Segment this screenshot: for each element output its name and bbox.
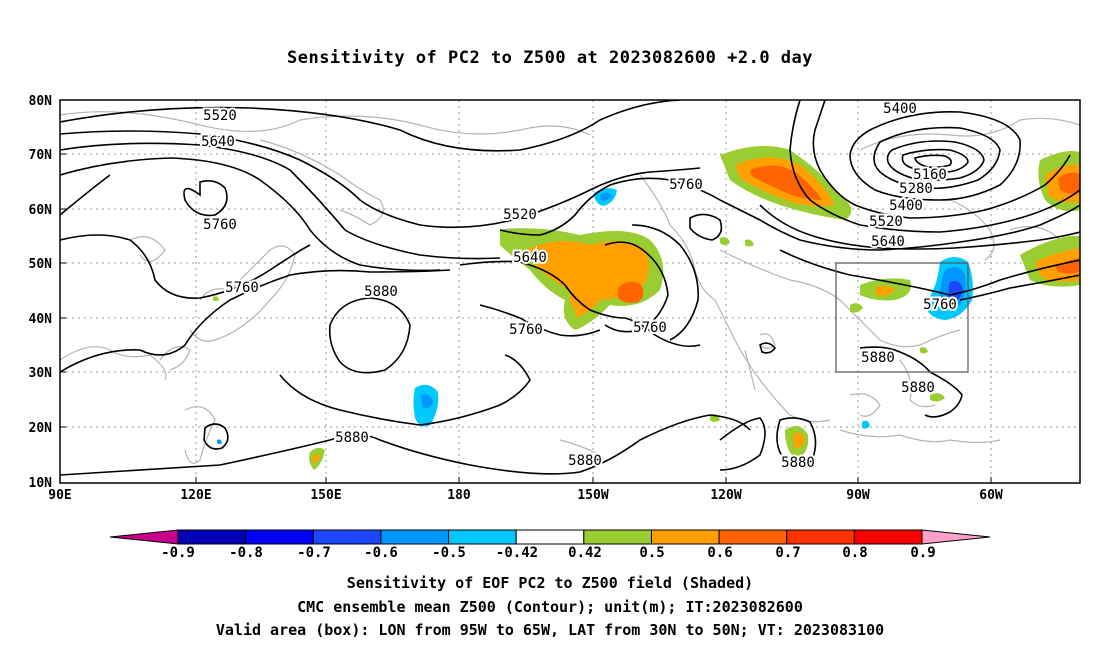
colorbar-segment	[583, 529, 652, 545]
colorbar-over-triangle	[921, 529, 991, 545]
lon-label: 90W	[846, 488, 870, 503]
contour-label: 5880	[364, 284, 398, 300]
contour-label: 5760	[633, 320, 667, 336]
colorbar-label: -0.7	[297, 545, 331, 561]
colorbar-under-triangle	[109, 529, 179, 545]
colorbar-labels: -0.9 -0.8 -0.7 -0.6 -0.5 -0.42 0.42 0.5 …	[161, 545, 936, 561]
colorbar-segment	[718, 529, 788, 545]
contour-label: 5520	[869, 214, 903, 230]
colorbar-label: -0.5	[432, 545, 466, 561]
colorbar-label: -0.9	[161, 545, 195, 561]
colorbar-label: -0.42	[496, 545, 538, 561]
z500-contours	[60, 100, 1080, 476]
lat-label: 40N	[29, 312, 53, 327]
lat-label: 70N	[29, 148, 53, 163]
map-frame	[59, 99, 1081, 484]
contour-label: 5160	[913, 167, 947, 183]
lon-label: 90E	[48, 488, 71, 503]
lat-label: 60N	[29, 203, 53, 218]
colorbar-segment	[515, 529, 585, 545]
contour-label: 5520	[503, 207, 537, 223]
caption-valid-area: Valid area (box): LON from 95W to 65W, L…	[215, 621, 885, 639]
lon-label: 180	[447, 488, 471, 503]
contour-label: 5640	[201, 134, 235, 150]
lon-label: 150E	[310, 488, 341, 503]
contour-label: 5880	[861, 350, 895, 366]
colorbar-segment	[650, 529, 720, 545]
contour-labels: 5400 5520 5640 5760 5760 5160 5280 5400 …	[199, 100, 959, 473]
colorbar-label: -0.6	[364, 545, 398, 561]
colorbar-label: 0.42	[568, 545, 602, 561]
contour-label: 5520	[203, 108, 237, 124]
contour-label: 5280	[899, 181, 933, 197]
colorbar-segment	[245, 529, 314, 545]
lat-label: 80N	[29, 94, 53, 109]
valid-area-box	[835, 262, 969, 373]
contour-label: 5760	[225, 280, 259, 296]
colorbar-segment	[177, 529, 247, 545]
colorbar-segment	[853, 529, 923, 545]
contour-label: 5640	[871, 234, 905, 250]
contour-label: 5400	[883, 101, 917, 117]
contour-label: 5760	[509, 322, 543, 338]
colorbar-label: 0.7	[775, 545, 800, 561]
contour-label: 5880	[781, 455, 815, 471]
lon-label: 120E	[180, 488, 211, 503]
colorbar-label: 0.8	[842, 545, 867, 561]
colorbar-segment	[786, 529, 855, 545]
shading-negative	[217, 188, 973, 444]
colorbar-segment	[448, 529, 517, 545]
lat-label: 10N	[29, 476, 53, 491]
coastlines	[60, 111, 1080, 464]
contour-label: 5400	[889, 198, 923, 214]
colorbar-label: 0.6	[707, 545, 732, 561]
lat-label: 50N	[29, 257, 53, 272]
colorbar-label: 0.9	[910, 545, 935, 561]
colorbar-segment	[312, 529, 382, 545]
colorbar	[109, 529, 991, 545]
colorbar-segment	[380, 529, 450, 545]
contour-label: 5880	[901, 380, 935, 396]
caption-shaded: Sensitivity of EOF PC2 to Z500 field (Sh…	[346, 574, 754, 592]
lat-label: 30N	[29, 366, 53, 381]
colorbar-label: 0.5	[639, 545, 664, 561]
lon-label: 60W	[979, 488, 1003, 503]
lon-labels: 90E 120E 150E 180 150W 120W 90W 60W	[48, 488, 1003, 503]
contour-label: 5880	[335, 430, 369, 446]
caption-contour: CMC ensemble mean Z500 (Contour); unit(m…	[297, 598, 803, 616]
plot-title: Sensitivity of PC2 to Z500 at 2023082600…	[286, 48, 813, 68]
contour-label: 5760	[923, 297, 957, 313]
contour-label: 5640	[513, 250, 547, 266]
lat-labels: 80N 70N 60N 50N 40N 30N 20N 10N	[29, 94, 53, 491]
colorbar-label: -0.8	[229, 545, 263, 561]
contour-label: 5760	[669, 177, 703, 193]
tick-marks	[60, 99, 992, 484]
lon-label: 150W	[577, 488, 608, 503]
lon-label: 120W	[710, 488, 741, 503]
contour-label: 5880	[568, 453, 602, 469]
lat-label: 20N	[29, 421, 53, 436]
contour-label: 5760	[203, 217, 237, 233]
